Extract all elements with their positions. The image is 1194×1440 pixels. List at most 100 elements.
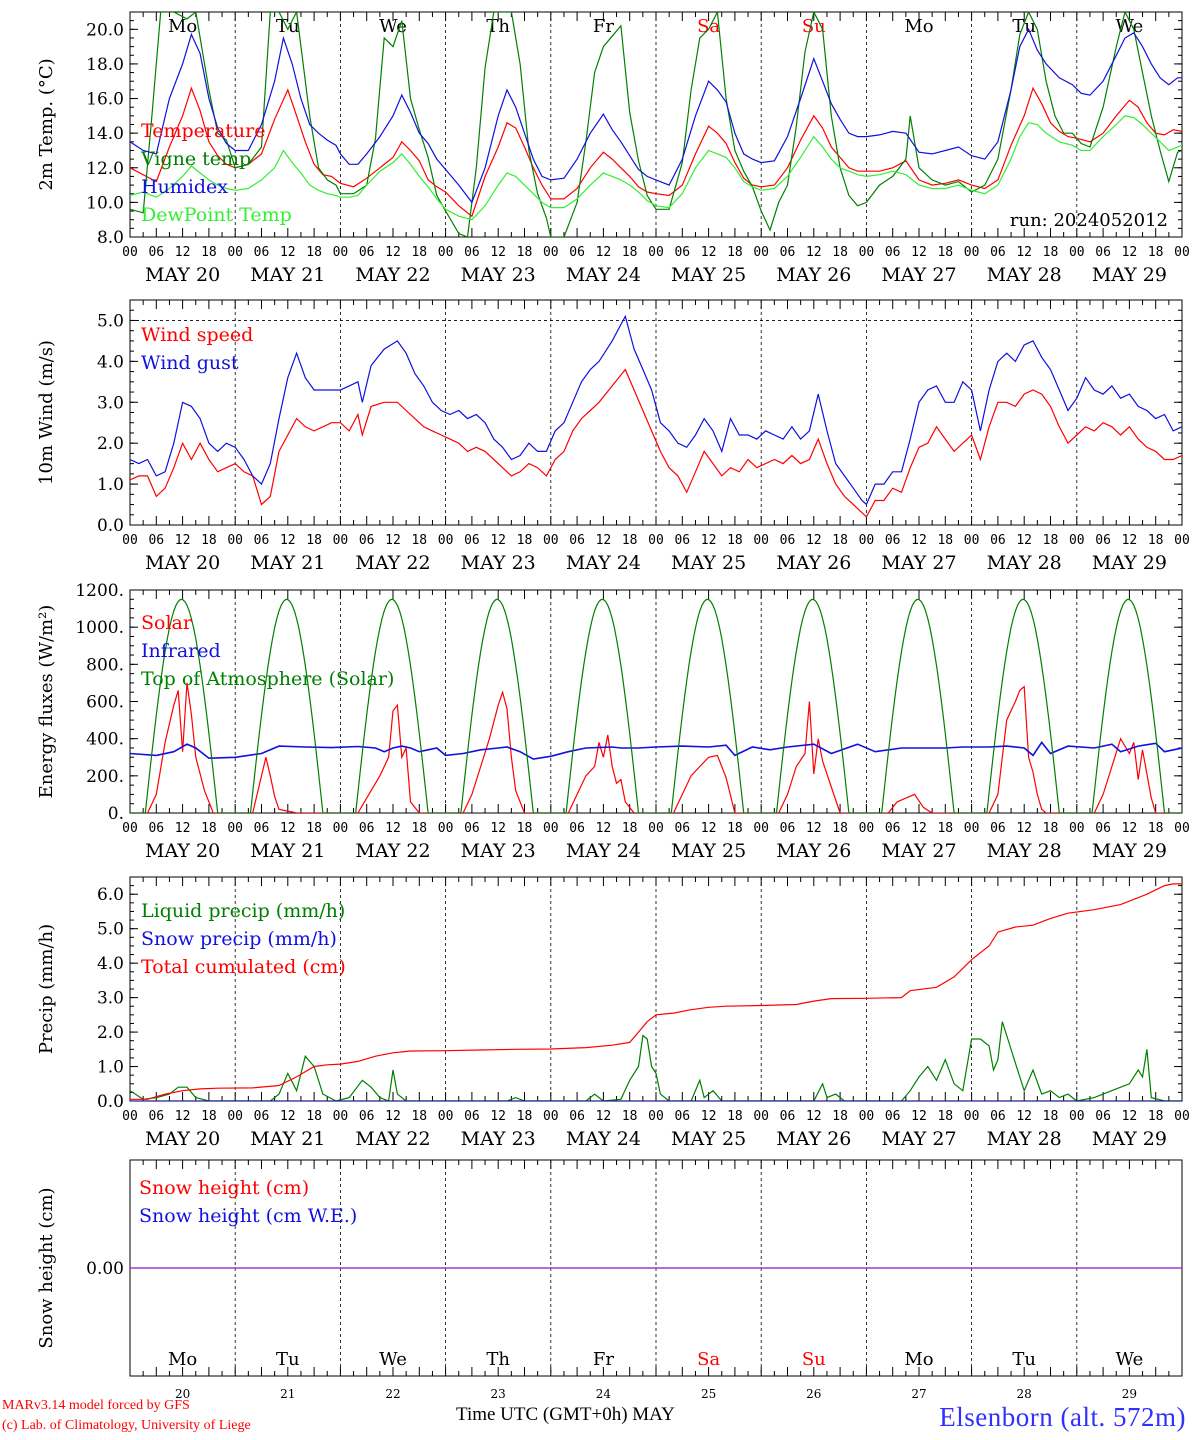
- hour-label: 18: [937, 821, 953, 836]
- series-line: [130, 741, 1182, 760]
- date-label: MAY 26: [776, 840, 851, 862]
- hour-label: 00: [438, 533, 454, 548]
- weekday-label: Fr: [593, 1349, 614, 1370]
- legend-entry: Vigne temp: [140, 148, 251, 170]
- date-label: MAY 21: [250, 840, 325, 862]
- hour-label: 06: [464, 1109, 480, 1124]
- legend-entry: Top of Atmosphere (Solar): [141, 668, 394, 690]
- weekday-label: Tu: [1012, 1349, 1036, 1370]
- hour-label: 12: [175, 245, 191, 260]
- date-label: MAY 27: [881, 1128, 956, 1150]
- hour-label: 18: [201, 821, 217, 836]
- hour-label: 12: [1016, 821, 1032, 836]
- series-line: [130, 12, 1182, 237]
- hour-label: 00: [859, 533, 875, 548]
- hour-label: 18: [411, 245, 427, 260]
- series-line: [130, 86, 1182, 218]
- date-label: MAY 25: [671, 552, 746, 574]
- date-label: MAY 24: [566, 840, 641, 862]
- legend-entry: Humidex: [141, 176, 228, 198]
- hour-label: 06: [359, 821, 375, 836]
- weekday-label: We: [379, 16, 407, 37]
- hour-label: 06: [1095, 245, 1111, 260]
- hour-label: 00: [543, 245, 559, 260]
- hour-label: 06: [990, 245, 1006, 260]
- hour-label: 00: [122, 1109, 138, 1124]
- hour-label: 18: [517, 245, 533, 260]
- hour-label: 06: [674, 1109, 690, 1124]
- hour-label: 18: [1148, 245, 1164, 260]
- hour-label: 00: [227, 821, 243, 836]
- y-tick-label: 3.0: [97, 989, 124, 1009]
- hour-label: 12: [806, 533, 822, 548]
- hour-label: 00: [1069, 245, 1085, 260]
- y-tick-label: 2.0: [97, 434, 124, 454]
- hour-label: 06: [990, 821, 1006, 836]
- model-credit: MARv3.14 model forced by GFS: [2, 1398, 190, 1413]
- legend-entry: Total cumulated (cm): [141, 956, 346, 978]
- hour-label: 12: [175, 821, 191, 836]
- hour-label: 00: [543, 533, 559, 548]
- date-label: MAY 28: [987, 264, 1062, 286]
- day-number-label: 26: [806, 1387, 821, 1401]
- y-tick-label: 800.: [86, 655, 124, 675]
- hour-label: 18: [411, 821, 427, 836]
- hour-label: 12: [596, 533, 612, 548]
- date-label: MAY 22: [355, 840, 430, 862]
- hour-label: 18: [832, 245, 848, 260]
- day-number-label: 21: [280, 1387, 295, 1401]
- hour-label: 18: [411, 1109, 427, 1124]
- hour-label: 06: [1095, 533, 1111, 548]
- hour-label: 00: [1069, 533, 1085, 548]
- weekday-label: Su: [802, 1349, 826, 1370]
- hour-label: 00: [333, 533, 349, 548]
- series-line: [130, 1021, 1182, 1101]
- hour-label: 12: [385, 1109, 401, 1124]
- hour-label: 00: [122, 821, 138, 836]
- legend-entry: Infrared: [141, 640, 221, 662]
- hour-label: 00: [333, 821, 349, 836]
- hour-label: 12: [701, 533, 717, 548]
- hour-label: 18: [201, 245, 217, 260]
- hour-label: 00: [648, 1109, 664, 1124]
- hour-label: 18: [201, 1109, 217, 1124]
- hour-label: 12: [911, 533, 927, 548]
- date-label: MAY 23: [461, 840, 536, 862]
- hour-label: 18: [1043, 821, 1059, 836]
- hour-label: 12: [701, 821, 717, 836]
- date-label: MAY 24: [566, 552, 641, 574]
- date-label: MAY 29: [1092, 1128, 1167, 1150]
- date-label: MAY 27: [881, 552, 956, 574]
- hour-label: 00: [648, 245, 664, 260]
- hour-label: 18: [306, 245, 322, 260]
- date-label: MAY 22: [355, 552, 430, 574]
- y-tick-label: 5.0: [97, 920, 124, 940]
- panel-frame: [129, 589, 1183, 814]
- hour-label: 06: [254, 245, 270, 260]
- y-axis-title: 2m Temp. (°C): [36, 58, 57, 190]
- hour-label: 18: [306, 1109, 322, 1124]
- hour-label: 00: [122, 533, 138, 548]
- hour-label: 06: [674, 533, 690, 548]
- y-tick-label: 1.0: [97, 475, 124, 495]
- series-line: [130, 314, 1182, 506]
- hour-label: 18: [727, 533, 743, 548]
- hour-label: 06: [254, 1109, 270, 1124]
- hour-label: 06: [885, 1109, 901, 1124]
- hour-label: 06: [254, 821, 270, 836]
- hour-label: 00: [859, 1109, 875, 1124]
- hour-label: 06: [990, 533, 1006, 548]
- y-tick-label: 1.0: [97, 1058, 124, 1078]
- weekday-label: Tu: [276, 16, 300, 37]
- date-label: MAY 29: [1092, 840, 1167, 862]
- weekday-label: Tu: [276, 1349, 300, 1370]
- hour-label: 12: [806, 821, 822, 836]
- hour-label: 00: [964, 1109, 980, 1124]
- hour-label: 06: [990, 1109, 1006, 1124]
- y-tick-label: 20.0: [86, 20, 124, 40]
- date-label: MAY 23: [461, 264, 536, 286]
- date-label: MAY 21: [250, 264, 325, 286]
- date-label: MAY 20: [145, 552, 220, 574]
- hour-label: 06: [885, 533, 901, 548]
- hour-label: 00: [753, 533, 769, 548]
